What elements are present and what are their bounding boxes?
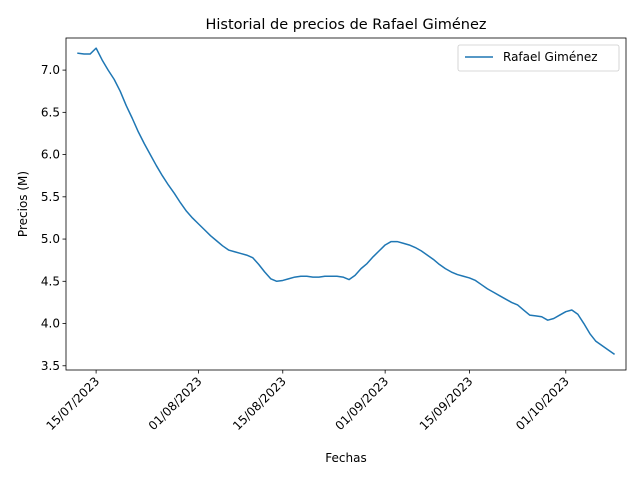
x-axis-label: Fechas — [325, 451, 366, 465]
y-tick-label: 4.5 — [41, 274, 60, 288]
y-tick-label: 6.0 — [41, 148, 60, 162]
legend: Rafael Giménez — [457, 44, 620, 72]
y-tick-label: 6.5 — [41, 105, 60, 119]
y-tick-label: 5.5 — [41, 190, 60, 204]
series-lines — [77, 47, 616, 355]
plot-area — [66, 38, 626, 370]
chart-title: Historial de precios de Rafael Giménez — [205, 17, 486, 33]
legend-box — [457, 44, 620, 72]
y-tick-label: 7.0 — [41, 63, 60, 77]
y-tick-label: 3.5 — [41, 359, 60, 373]
legend-label: Rafael Giménez — [503, 50, 598, 64]
y-tick-label: 5.0 — [41, 232, 60, 246]
y-axis-label: Precios (M) — [16, 171, 30, 237]
series-line-0 — [77, 47, 616, 355]
y-tick-label: 4.0 — [41, 317, 60, 331]
plot-frame — [65, 37, 627, 371]
